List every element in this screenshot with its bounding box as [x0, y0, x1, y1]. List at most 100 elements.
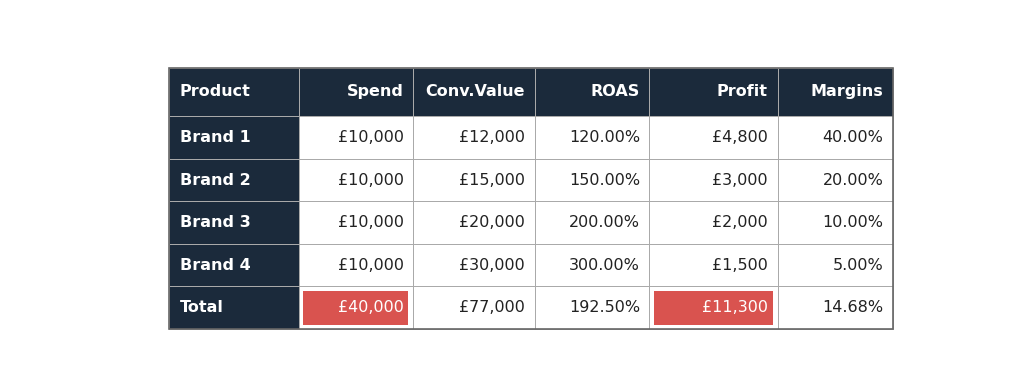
Bar — [535, 116, 649, 159]
Bar — [649, 159, 778, 201]
Bar — [298, 287, 412, 329]
Bar — [535, 287, 649, 329]
Text: 10.00%: 10.00% — [823, 215, 884, 230]
Bar — [535, 287, 649, 329]
Bar — [412, 201, 535, 244]
Bar — [412, 68, 535, 116]
Text: 300.00%: 300.00% — [569, 258, 640, 273]
Bar — [778, 68, 893, 116]
Bar — [170, 287, 298, 329]
Text: Conv.Value: Conv.Value — [426, 85, 525, 99]
Bar — [412, 68, 535, 116]
Bar — [298, 116, 412, 159]
Text: £15,000: £15,000 — [459, 172, 525, 188]
Bar — [298, 244, 412, 287]
Bar — [412, 244, 535, 287]
Text: 192.50%: 192.50% — [569, 300, 640, 315]
Bar — [298, 116, 412, 159]
Text: £4,800: £4,800 — [712, 130, 768, 145]
Bar — [649, 201, 778, 244]
Text: Brand 3: Brand 3 — [180, 215, 251, 230]
Bar — [649, 244, 778, 287]
Text: £2,000: £2,000 — [712, 215, 768, 230]
Text: Brand 1: Brand 1 — [180, 130, 251, 145]
Bar — [412, 244, 535, 287]
Bar — [778, 201, 893, 244]
Bar — [778, 159, 893, 201]
Bar — [170, 68, 893, 329]
Bar — [649, 244, 778, 287]
Bar — [778, 68, 893, 116]
Text: Margins: Margins — [811, 85, 884, 99]
Bar — [170, 201, 298, 244]
Bar — [649, 116, 778, 159]
Bar — [170, 68, 298, 116]
Text: £3,000: £3,000 — [713, 172, 768, 188]
Bar — [170, 201, 298, 244]
Bar — [535, 201, 649, 244]
Bar — [649, 201, 778, 244]
Text: £10,000: £10,000 — [338, 215, 403, 230]
Text: Brand 4: Brand 4 — [180, 258, 251, 273]
Bar — [170, 287, 298, 329]
Bar — [412, 287, 535, 329]
Bar — [412, 116, 535, 159]
Text: £10,000: £10,000 — [338, 172, 403, 188]
Text: £11,300: £11,300 — [702, 300, 768, 315]
Text: £77,000: £77,000 — [459, 300, 525, 315]
Bar — [170, 116, 298, 159]
Bar — [535, 159, 649, 201]
Bar — [412, 159, 535, 201]
Bar — [298, 244, 412, 287]
Bar — [412, 159, 535, 201]
Bar — [535, 68, 649, 116]
Bar — [170, 159, 298, 201]
Bar — [649, 116, 778, 159]
Bar — [649, 159, 778, 201]
Bar — [778, 159, 893, 201]
Bar — [535, 244, 649, 287]
Bar — [412, 287, 535, 329]
Bar — [298, 159, 412, 201]
Bar — [649, 68, 778, 116]
Bar — [654, 291, 773, 325]
Bar — [298, 159, 412, 201]
Text: 40.00%: 40.00% — [823, 130, 884, 145]
Bar — [778, 116, 893, 159]
Text: 120.00%: 120.00% — [569, 130, 640, 145]
Bar — [170, 116, 298, 159]
Bar — [778, 244, 893, 287]
Bar — [303, 291, 408, 325]
Bar — [298, 201, 412, 244]
Text: £12,000: £12,000 — [459, 130, 525, 145]
Bar — [170, 244, 298, 287]
Bar — [535, 116, 649, 159]
Text: £20,000: £20,000 — [459, 215, 525, 230]
Bar — [778, 244, 893, 287]
Bar — [535, 201, 649, 244]
Bar — [649, 68, 778, 116]
Text: £40,000: £40,000 — [338, 300, 403, 315]
Bar — [170, 244, 298, 287]
Bar — [298, 201, 412, 244]
Text: Brand 2: Brand 2 — [180, 172, 251, 188]
Text: Profit: Profit — [717, 85, 768, 99]
Bar — [170, 159, 298, 201]
Bar — [535, 244, 649, 287]
Bar — [778, 201, 893, 244]
Bar — [298, 68, 412, 116]
Text: 5.00%: 5.00% — [833, 258, 884, 273]
Text: £10,000: £10,000 — [338, 258, 403, 273]
Text: Spend: Spend — [347, 85, 403, 99]
Text: 20.00%: 20.00% — [823, 172, 884, 188]
Text: Total: Total — [180, 300, 223, 315]
Bar — [649, 287, 778, 329]
Bar — [535, 68, 649, 116]
Text: £1,500: £1,500 — [712, 258, 768, 273]
Bar — [778, 116, 893, 159]
Bar — [412, 116, 535, 159]
Bar — [412, 201, 535, 244]
Bar — [649, 287, 778, 329]
Text: ROAS: ROAS — [590, 85, 640, 99]
Bar — [778, 287, 893, 329]
